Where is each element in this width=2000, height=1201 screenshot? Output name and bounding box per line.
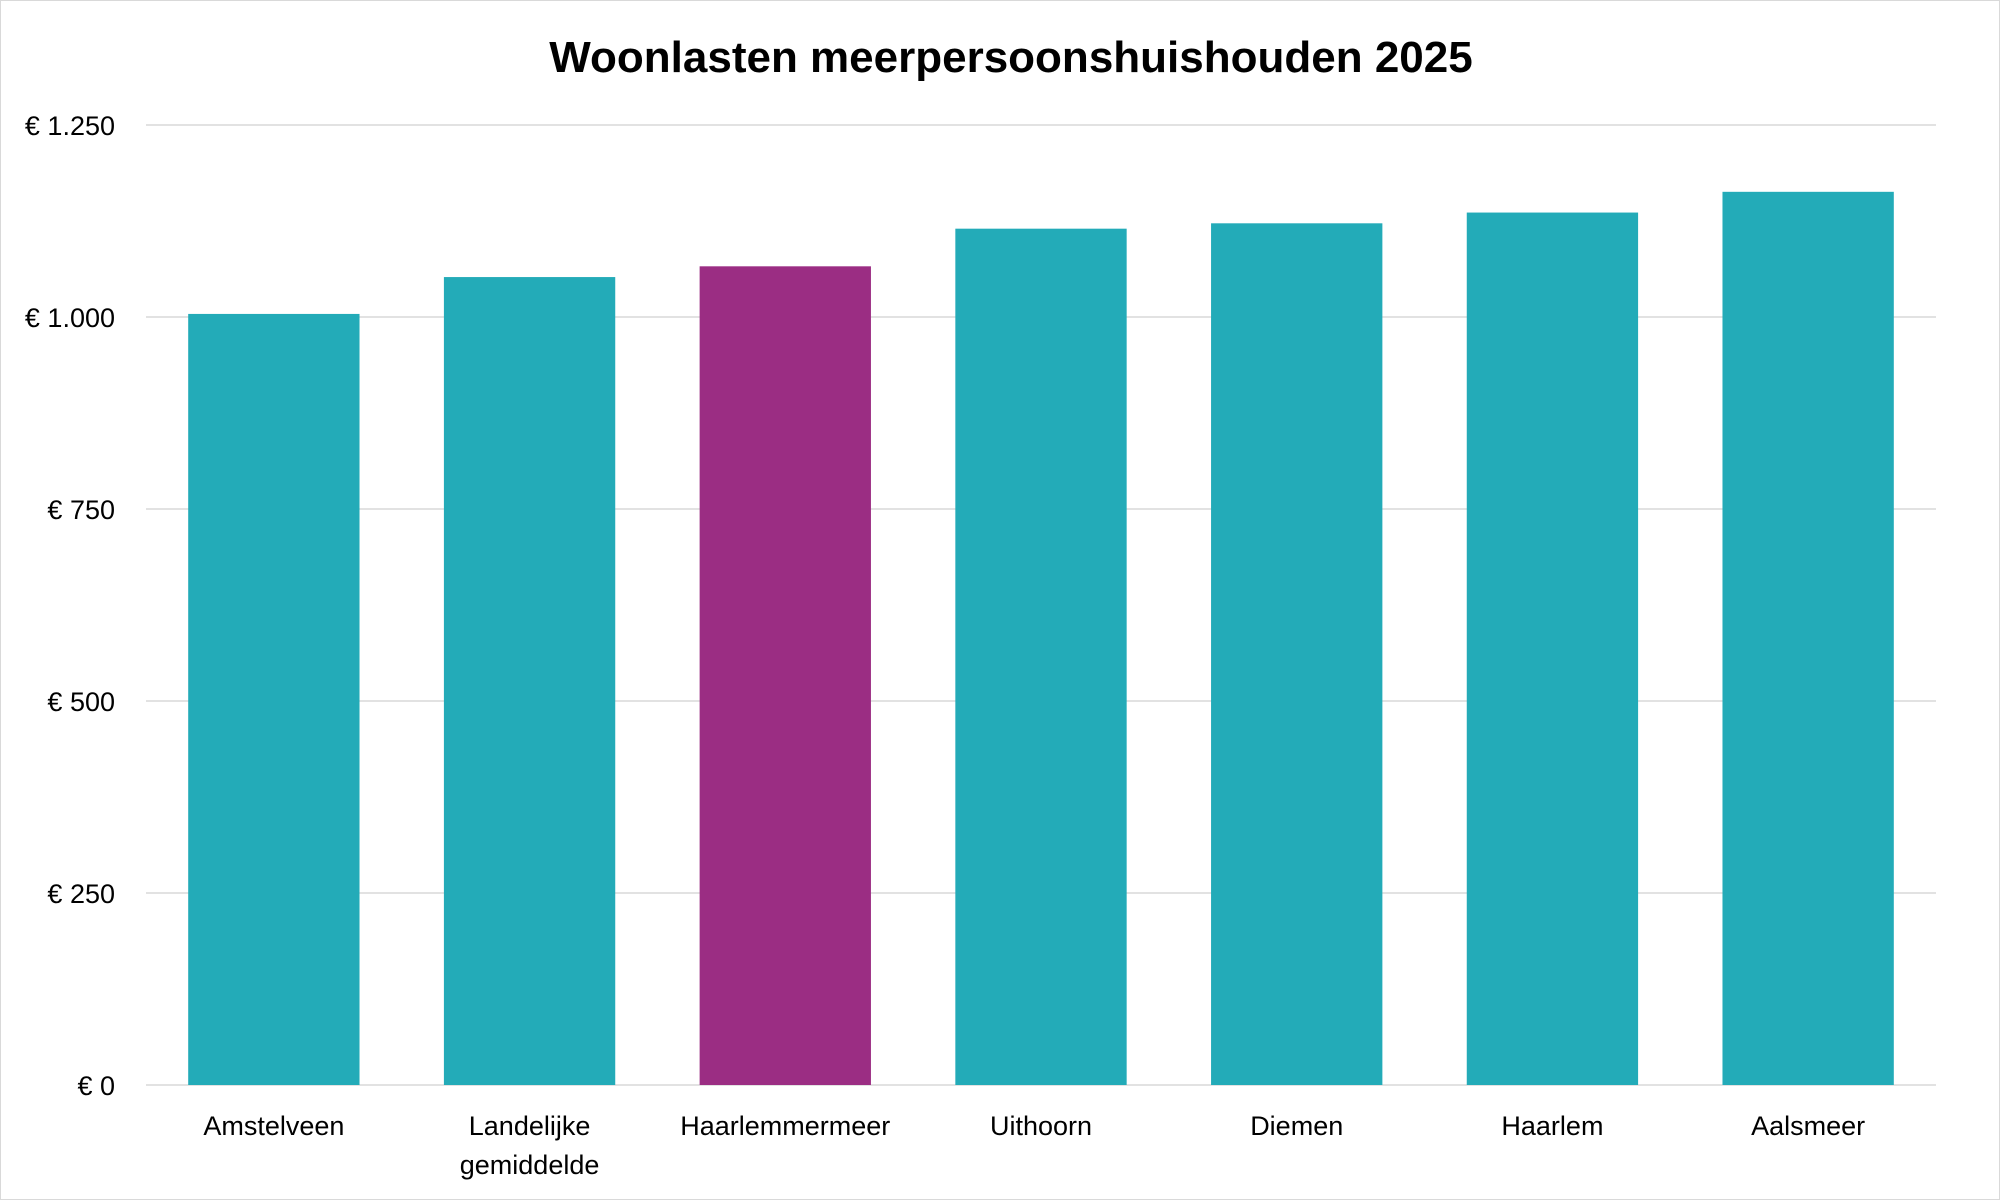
x-category-label: Haarlem bbox=[1501, 1111, 1603, 1141]
y-tick-label: € 1.250 bbox=[25, 111, 115, 141]
x-category-label: Landelijke bbox=[469, 1111, 591, 1141]
chart-title: Woonlasten meerpersoonshuishouden 2025 bbox=[549, 33, 1472, 82]
y-tick-label: € 500 bbox=[47, 687, 115, 717]
bar bbox=[955, 228, 1127, 1085]
y-tick-label: € 0 bbox=[77, 1071, 115, 1101]
bar bbox=[1722, 191, 1894, 1086]
x-axis-category-labels: Amstelveen Landelijke gemiddelde Haarlemmer… bbox=[203, 1111, 1865, 1180]
x-category-label: Diemen bbox=[1250, 1111, 1343, 1141]
x-category-label: gemiddelde bbox=[460, 1150, 600, 1180]
y-tick-label: € 250 bbox=[47, 879, 115, 909]
x-category-label: Amstelveen bbox=[203, 1111, 344, 1141]
bar bbox=[188, 313, 360, 1086]
bar bbox=[1211, 223, 1383, 1085]
y-tick-label: € 1.000 bbox=[25, 303, 115, 333]
bar bbox=[1466, 212, 1639, 1085]
bars bbox=[188, 191, 1894, 1086]
x-category-label: Aalsmeer bbox=[1751, 1111, 1865, 1141]
y-tick-label: € 750 bbox=[47, 495, 115, 525]
x-category-label: Uithoorn bbox=[990, 1111, 1092, 1141]
x-category-label: Haarlemmermeer bbox=[680, 1111, 890, 1141]
bar bbox=[443, 277, 616, 1086]
y-axis-tick-labels: € 0 € 250 € 500 € 750 € 1.000 € 1.250 bbox=[25, 111, 115, 1101]
bar bbox=[699, 266, 871, 1085]
